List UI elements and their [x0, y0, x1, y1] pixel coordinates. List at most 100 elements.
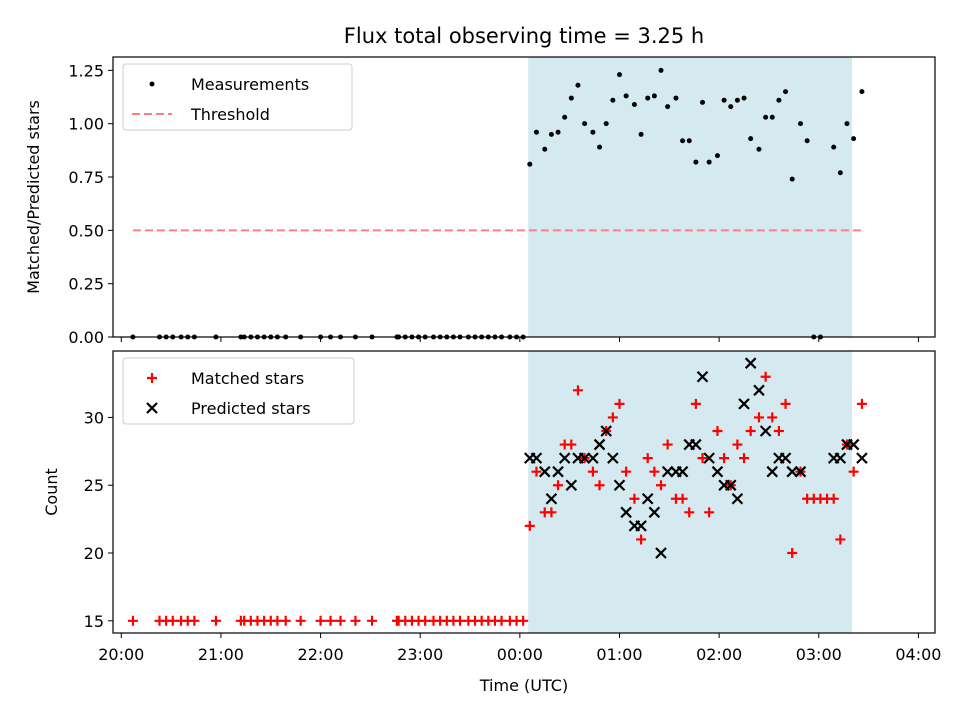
count-panel: 15 20 25 30 20:00 21:00 22:00 23:00 00:00 01:00 02… — [42, 350, 941, 664]
measurements-point — [693, 159, 699, 165]
matched-stars-point — [531, 466, 542, 477]
measurements-point — [741, 95, 747, 101]
matched-stars-point — [189, 615, 200, 626]
predicted-stars-point — [545, 493, 558, 505]
measurements-point — [562, 114, 568, 120]
predicted-stars-point — [856, 452, 868, 464]
matched-stars-point — [787, 548, 798, 559]
matched-stars-point — [566, 439, 577, 450]
measurements-point — [837, 170, 843, 176]
matched-stars-point — [677, 493, 688, 504]
predicted-stars-point — [738, 398, 750, 410]
y-tick-label: 0.50 — [68, 221, 104, 240]
y-tick-label: 25 — [84, 476, 104, 495]
matched-stars-point — [773, 425, 784, 436]
observing-window-shade — [528, 57, 852, 337]
x-axis-label: Time (UTC) — [479, 676, 568, 695]
predicted-stars-point — [613, 479, 626, 491]
predicted-stars-point — [724, 479, 737, 491]
measurements-point — [623, 93, 629, 99]
matched-stars-point — [572, 385, 583, 396]
chart-title: Flux total observing time = 3.25 h — [344, 24, 704, 48]
measurements-point — [658, 67, 664, 73]
predicted-stars-point — [655, 547, 667, 559]
measurements-point — [831, 144, 837, 150]
matched-stars-point — [739, 453, 750, 464]
y-axis-label: Count — [42, 468, 61, 516]
predicted-stars-point — [661, 465, 674, 478]
matched-stars-point — [828, 493, 839, 504]
predicted-stars-point — [607, 452, 619, 464]
x-tick-label: 01:00 — [596, 645, 642, 664]
measurements-point — [603, 121, 609, 127]
predicted-stars-point — [834, 452, 847, 464]
matched-stars-point — [780, 398, 791, 409]
matched-stars-point — [732, 439, 743, 450]
axes-frame — [112, 350, 936, 634]
y-axis-label: Matched/Predicted stars — [24, 100, 43, 294]
measurements-point — [533, 129, 539, 135]
measurements-point — [721, 97, 727, 103]
matched-stars-point — [614, 398, 625, 409]
y-tick-label: 1.25 — [68, 61, 104, 80]
predicted-stars-point — [565, 479, 578, 491]
predicted-stars-point — [766, 465, 779, 478]
measurements-point — [844, 121, 850, 127]
predicted-stars-point — [759, 425, 772, 437]
matched-stars-point — [629, 493, 640, 504]
predicted-stars-point — [587, 452, 599, 464]
predicted-stars-point — [558, 452, 571, 464]
y-tick-label: 0.00 — [68, 328, 104, 347]
measurements-point — [851, 136, 857, 142]
x-tick-label: 23:00 — [397, 645, 443, 664]
predicted-stars-point — [578, 452, 591, 464]
matched-stars-point — [753, 412, 764, 423]
measurements-point — [542, 146, 548, 152]
measurements-point — [638, 131, 644, 137]
measurements-point — [769, 114, 775, 120]
predicted-stars-point — [552, 465, 564, 478]
measurements-point — [763, 114, 769, 120]
measurements-point — [789, 176, 795, 182]
observing-window-shade — [528, 351, 852, 633]
measurements-point — [665, 104, 671, 110]
measurements-point — [804, 138, 810, 144]
measurements-point — [776, 97, 782, 103]
measurements-point — [734, 97, 740, 103]
matched-stars-point — [607, 412, 618, 423]
measurements-point — [714, 153, 720, 159]
matched-stars-point — [553, 480, 564, 491]
matched-stars-point — [656, 480, 666, 491]
matched-stars-point — [719, 453, 730, 464]
measurements-point — [582, 121, 588, 127]
predicted-stars-point — [530, 452, 543, 464]
legend-box — [122, 63, 353, 131]
predicted-stars-point — [731, 493, 744, 505]
y-tick-label: 0.25 — [68, 275, 104, 294]
measurements-point — [597, 144, 603, 150]
y-tick-label: 1.00 — [68, 115, 104, 134]
predicted-stars-point — [753, 384, 765, 397]
measurements-point — [548, 131, 554, 137]
matched-stars-point — [524, 520, 535, 531]
matched-stars-point — [745, 425, 756, 436]
measurements-point — [616, 72, 622, 78]
measurements-point — [673, 95, 679, 101]
matched-stars-point — [127, 615, 138, 626]
matched-stars-point — [587, 466, 598, 477]
matched-stars-point — [315, 615, 326, 626]
measurements-point — [706, 159, 712, 165]
y-tick-label: 0.75 — [68, 168, 104, 187]
measurements-point — [859, 89, 865, 95]
predicted-stars-point — [690, 438, 702, 451]
matched-stars-point — [835, 534, 846, 545]
legend-swatch — [146, 402, 158, 414]
y-tick-label: 30 — [84, 408, 104, 427]
x-tick-label: 03:00 — [796, 645, 842, 664]
legend-label: Predicted stars — [191, 399, 311, 418]
legend-label: Threshold — [190, 105, 270, 124]
legend-box — [122, 357, 355, 425]
predicted-stars-point — [703, 452, 715, 464]
x-tick-label: 02:00 — [696, 645, 742, 664]
